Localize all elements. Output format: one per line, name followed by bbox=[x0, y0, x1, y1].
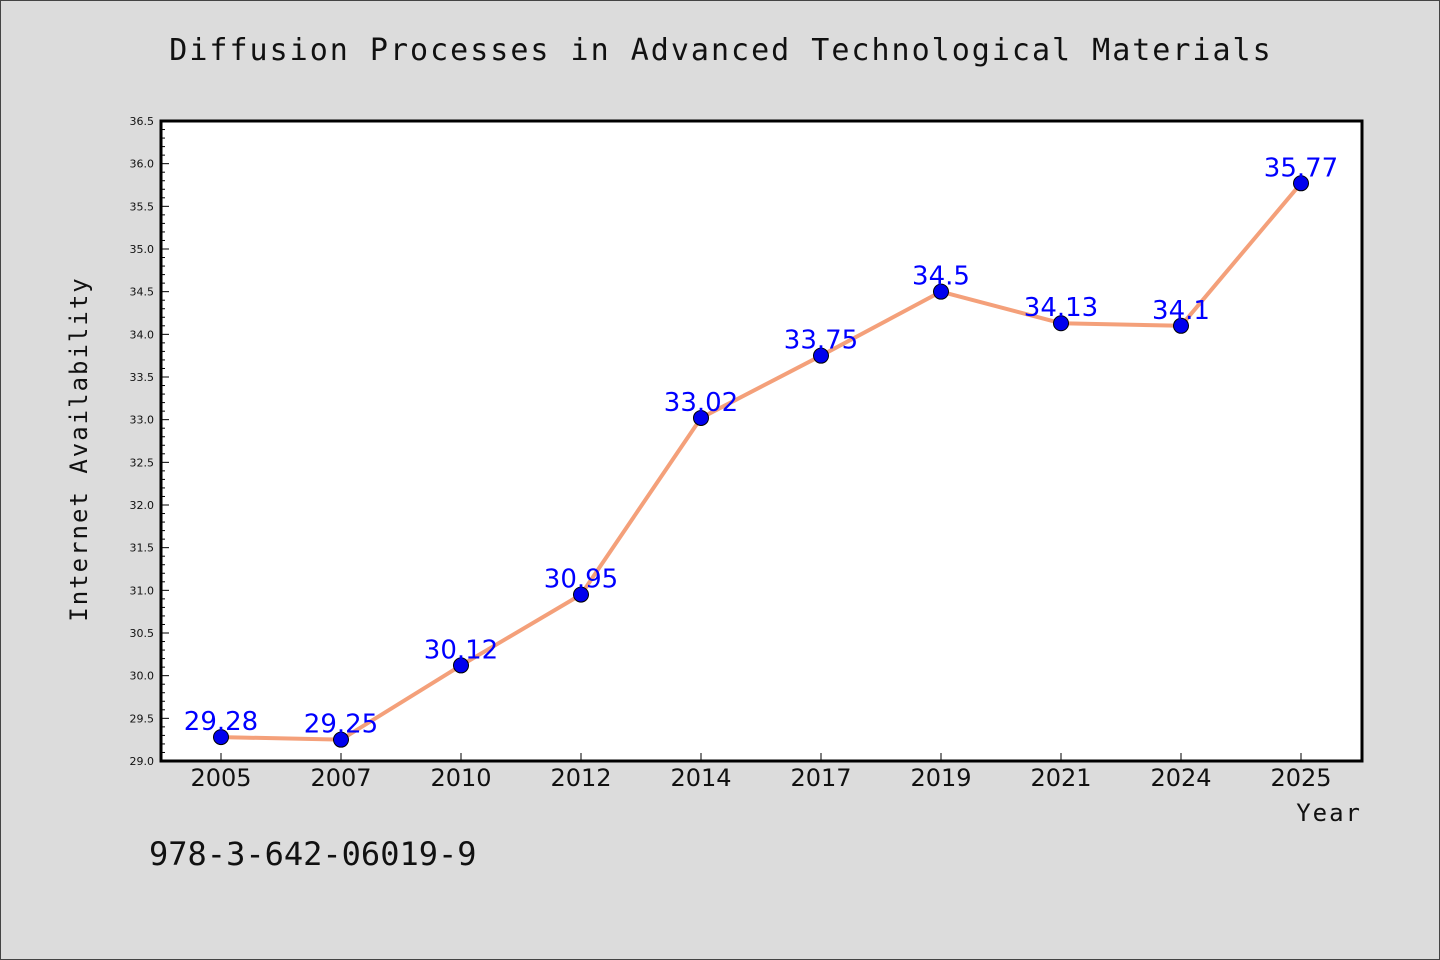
data-label: 35.77 bbox=[1264, 153, 1338, 183]
data-point bbox=[933, 283, 949, 300]
x-tick-label: 2025 bbox=[1270, 764, 1331, 792]
x-tick-label: 2024 bbox=[1150, 764, 1211, 792]
data-label: 34.13 bbox=[1024, 293, 1098, 323]
data-label: 29.25 bbox=[304, 710, 378, 740]
x-tick-label: 2017 bbox=[790, 764, 851, 792]
y-tick-label: 34.5 bbox=[130, 286, 155, 299]
x-axis-label: Year bbox=[1296, 799, 1362, 827]
data-point bbox=[813, 347, 829, 364]
data-label: 30.95 bbox=[544, 565, 618, 595]
data-point bbox=[1293, 175, 1309, 192]
y-tick-label: 32.0 bbox=[130, 499, 155, 512]
data-point bbox=[1173, 317, 1189, 334]
y-tick-label: 36.0 bbox=[130, 158, 155, 171]
y-tick-label: 33.0 bbox=[130, 414, 155, 427]
x-tick-label: 2010 bbox=[430, 764, 491, 792]
data-label: 34.5 bbox=[912, 262, 970, 292]
x-tick-label: 2019 bbox=[910, 764, 971, 792]
data-label: 34.1 bbox=[1152, 296, 1210, 326]
y-tick-label: 35.0 bbox=[130, 243, 155, 256]
data-label: 29.28 bbox=[184, 707, 258, 737]
y-tick-label: 31.5 bbox=[130, 542, 155, 555]
x-tick-label: 2014 bbox=[670, 764, 731, 792]
x-tick-label: 2007 bbox=[310, 764, 371, 792]
data-label: 30.12 bbox=[424, 635, 498, 665]
y-tick-label: 30.0 bbox=[130, 670, 155, 683]
chart-title: Diffusion Processes in Advanced Technolo… bbox=[169, 33, 1273, 68]
y-tick-label: 33.5 bbox=[130, 371, 155, 384]
data-label: 33.75 bbox=[784, 326, 858, 356]
data-label: 33.02 bbox=[664, 388, 738, 418]
x-tick-label: 2012 bbox=[550, 764, 611, 792]
data-point bbox=[333, 731, 349, 748]
y-tick-label: 30.5 bbox=[130, 627, 155, 640]
data-point bbox=[1053, 315, 1069, 332]
y-tick-label: 36.5 bbox=[130, 115, 155, 128]
y-tick-label: 31.0 bbox=[130, 584, 155, 597]
plot-area bbox=[159, 119, 1364, 763]
x-tick-label: 2005 bbox=[190, 764, 251, 792]
x-tick-label: 2021 bbox=[1030, 764, 1091, 792]
data-point bbox=[213, 729, 229, 746]
series-line bbox=[219, 181, 1303, 742]
isbn-text: 978-3-642-06019-9 bbox=[149, 835, 477, 873]
y-tick-label: 35.5 bbox=[130, 200, 155, 213]
y-tick-label: 32.5 bbox=[130, 456, 155, 469]
y-tick-label: 29.0 bbox=[130, 755, 155, 768]
data-point bbox=[573, 586, 589, 603]
data-point bbox=[693, 409, 709, 426]
y-axis-label: Internet Availability bbox=[65, 276, 93, 621]
y-tick-label: 34.0 bbox=[130, 328, 155, 341]
y-tick-label: 29.5 bbox=[130, 712, 155, 725]
data-point bbox=[453, 657, 469, 674]
